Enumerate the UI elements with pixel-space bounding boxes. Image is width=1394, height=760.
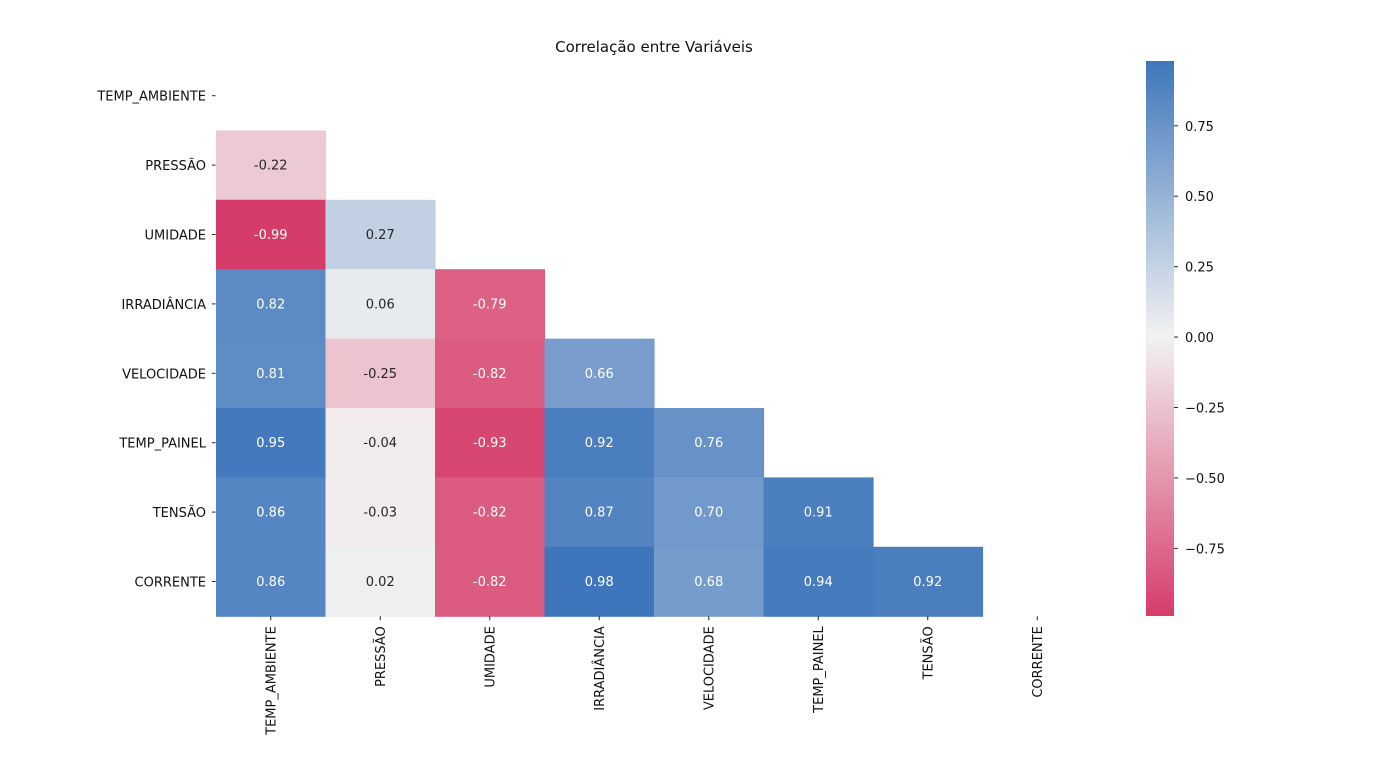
y-tick-label: PRESSÃO [145,158,206,174]
cell-value-label: -0.22 [254,159,288,174]
chart-title: Correlação entre Variáveis [555,38,753,56]
heatmap-cell [325,477,436,548]
cell-value-label: 0.94 [804,575,833,590]
colorbar-tick-label: 0.50 [1185,190,1214,205]
colorbar-tick-label: 0.75 [1185,120,1214,135]
colorbar-tick-label: −0.25 [1185,402,1225,417]
cell-value-label: 0.87 [585,506,614,521]
cell-value-label: 0.76 [694,436,723,451]
x-tick-label: TENSÃO [921,626,937,680]
heatmap-cell [654,408,765,478]
cell-value-label: -0.03 [363,506,397,521]
heatmap-cell [325,269,436,340]
heatmap-cell [216,477,327,548]
heatmap-cell [435,477,546,548]
cell-value-label: -0.82 [473,506,507,521]
cell-value-label: 0.98 [585,575,614,590]
heatmap-cell [435,269,546,340]
heatmap-cell [216,199,327,270]
cell-value-label: -0.25 [363,367,397,382]
y-tick-label: UMIDADE [145,229,206,244]
heatmap-cell [435,338,546,409]
x-tick-label: UMIDADE [484,626,499,687]
cell-value-label: -0.99 [254,228,288,243]
cell-value-label: 0.86 [256,506,285,521]
x-tick-label: TEMP_AMBIENTE [265,626,280,736]
cell-value-label: 0.95 [256,436,285,451]
cell-value-label: 0.66 [585,367,614,382]
y-tick-label: TEMP_AMBIENTE [96,90,206,105]
colorbar: 0.75 0.50 0.25 0.00 −0.25 −0.50 −0.75 [1146,61,1225,616]
cell-value-label: 0.92 [585,436,614,451]
y-tick-label: IRRADIÂNCIA [121,297,206,313]
cell-value-label: -0.82 [473,367,507,382]
heatmap-cell [544,338,655,409]
heatmap-cell [435,408,546,478]
cell-value-label: 0.91 [804,506,833,521]
heatmap-cell [654,546,765,617]
y-tick-label: VELOCIDADE [122,367,206,382]
cell-value-label: -0.93 [473,436,507,451]
cell-value-label: 0.68 [694,575,723,590]
heatmap-cell [873,546,984,617]
y-tick-label: TENSÃO [152,505,206,521]
y-tick-label: CORRENTE [135,576,206,591]
colorbar-tick-label: 0.25 [1185,261,1214,276]
heatmap-cell [544,408,655,478]
heatmap-cell [216,408,327,478]
cell-value-label: 0.70 [694,506,723,521]
heatmap-cell [544,477,655,548]
colorbar-tick-label: 0.00 [1185,331,1214,346]
heatmap-cell [435,546,546,617]
cell-value-label: -0.04 [363,436,397,451]
heatmap-cell [216,546,327,617]
heatmap-cell [544,546,655,617]
heatmap-cell [325,546,436,617]
heatmap-cell [654,477,765,548]
x-axis-labels: TEMP_AMBIENTE PRESSÃO UMIDADE IRRADIÂNCIA VE… [265,616,1046,736]
heatmap-cell [325,338,436,409]
cell-value-label: -0.79 [473,297,507,312]
heatmap-cell [216,269,327,340]
colorbar-tick-label: −0.75 [1185,542,1225,557]
x-tick-label: CORRENTE [1031,626,1046,697]
colorbar-gradient [1146,61,1174,616]
cell-value-label: 0.27 [366,228,395,243]
cell-value-label: 0.82 [256,297,285,312]
heatmap-cell [763,477,874,548]
cell-value-label: 0.92 [913,575,942,590]
colorbar-tick-label: −0.50 [1185,472,1225,487]
heatmap-cell [763,546,874,617]
x-tick-label: PRESSÃO [373,626,389,687]
heatmap-cell [325,408,436,478]
heatmap-cell [216,338,327,409]
cell-value-label: 0.86 [256,575,285,590]
cell-value-label: 0.06 [366,297,395,312]
cell-value-label: 0.02 [366,575,395,590]
x-tick-label: VELOCIDADE [703,626,718,710]
cell-value-label: 0.81 [256,367,285,382]
x-tick-label: TEMP_PAINEL [812,625,827,713]
heatmap-cell [325,199,436,270]
cell-value-label: -0.82 [473,575,507,590]
x-tick-label: IRRADIÂNCIA [592,626,608,711]
y-axis-labels: TEMP_AMBIENTE PRESSÃO UMIDADE IRRADIÂNCIA VE… [96,90,216,591]
heatmap-cells: -0.22 -0.99 0.27 0.82 0.06 -0.79 0.81 -0.25 -0.8… [216,130,984,617]
y-tick-label: TEMP_PAINEL [118,437,206,452]
heatmap-cell [216,130,327,201]
